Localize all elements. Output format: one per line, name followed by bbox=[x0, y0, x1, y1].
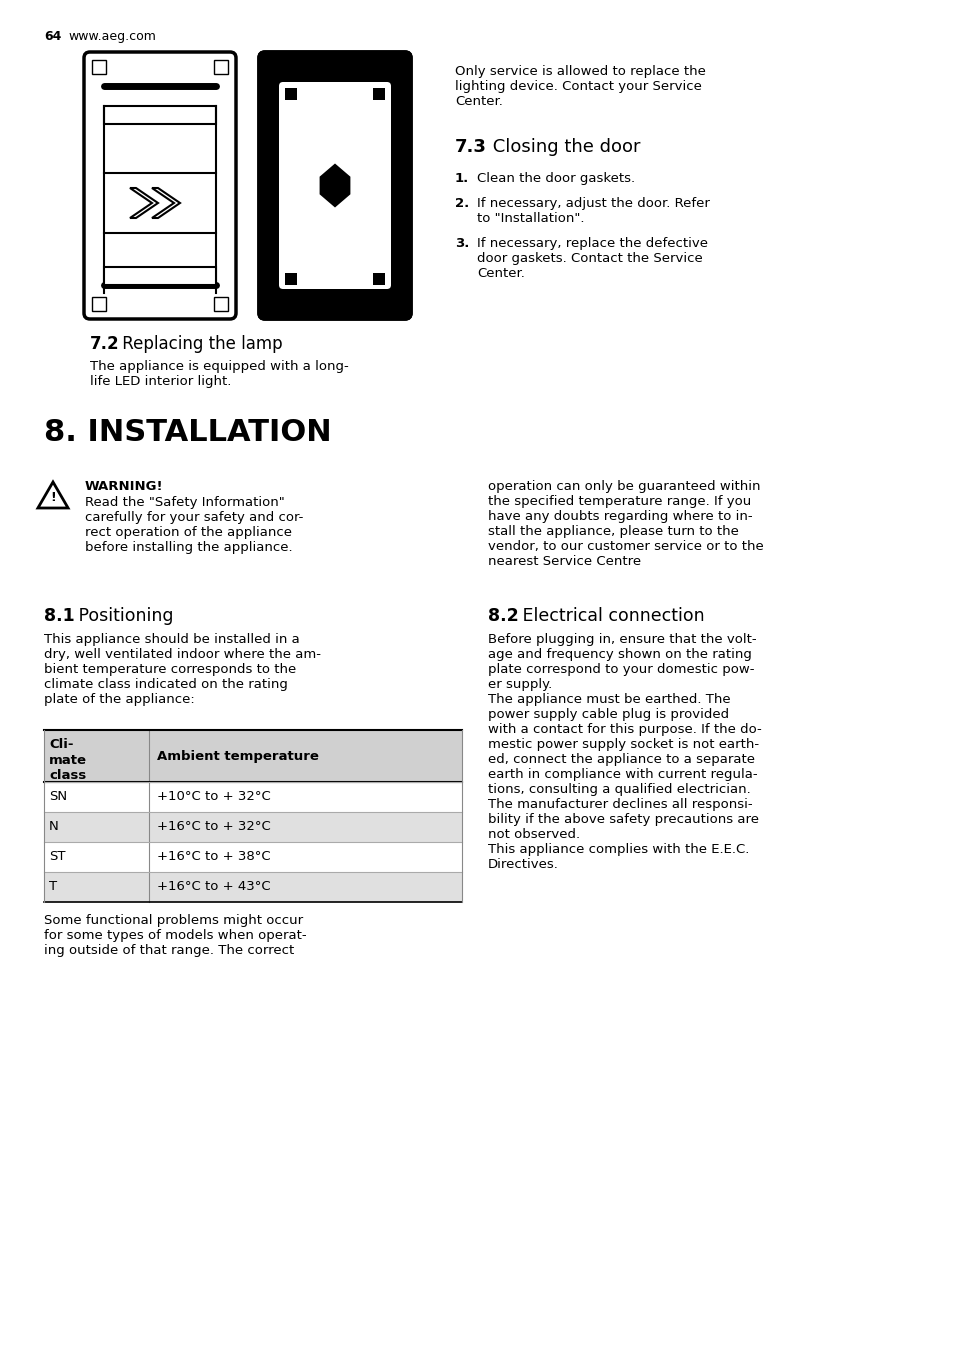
Text: 64: 64 bbox=[44, 30, 61, 43]
Text: bient temperature corresponds to the: bient temperature corresponds to the bbox=[44, 662, 296, 676]
Text: life LED interior light.: life LED interior light. bbox=[90, 375, 232, 388]
Text: Before plugging in, ensure that the volt-: Before plugging in, ensure that the volt… bbox=[488, 633, 756, 646]
Text: 8.2: 8.2 bbox=[488, 607, 518, 625]
Text: Closing the door: Closing the door bbox=[486, 138, 639, 155]
Text: tions, consulting a qualified electrician.: tions, consulting a qualified electricia… bbox=[488, 783, 750, 796]
FancyBboxPatch shape bbox=[285, 88, 296, 100]
Text: er supply.: er supply. bbox=[488, 677, 552, 691]
FancyBboxPatch shape bbox=[373, 273, 385, 285]
Text: This appliance complies with the E.E.C.: This appliance complies with the E.E.C. bbox=[488, 844, 749, 856]
Text: carefully for your safety and cor-: carefully for your safety and cor- bbox=[85, 511, 303, 525]
Text: for some types of models when operat-: for some types of models when operat- bbox=[44, 929, 306, 942]
Text: Directives.: Directives. bbox=[488, 859, 558, 871]
Text: WARNING!: WARNING! bbox=[85, 480, 164, 493]
Text: stall the appliance, please turn to the: stall the appliance, please turn to the bbox=[488, 525, 739, 538]
FancyBboxPatch shape bbox=[104, 105, 215, 124]
Text: climate class indicated on the rating: climate class indicated on the rating bbox=[44, 677, 288, 691]
Text: dry, well ventilated indoor where the am-: dry, well ventilated indoor where the am… bbox=[44, 648, 320, 661]
Text: Read the "Safety Information": Read the "Safety Information" bbox=[85, 496, 284, 508]
Text: If necessary, adjust the door. Refer: If necessary, adjust the door. Refer bbox=[476, 197, 709, 210]
Text: T: T bbox=[49, 880, 57, 894]
Text: 8. INSTALLATION: 8. INSTALLATION bbox=[44, 418, 332, 448]
Text: plate of the appliance:: plate of the appliance: bbox=[44, 694, 194, 706]
Text: ST: ST bbox=[49, 850, 66, 863]
Text: +16°C to + 38°C: +16°C to + 38°C bbox=[157, 850, 271, 863]
Text: If necessary, replace the defective: If necessary, replace the defective bbox=[476, 237, 707, 250]
Text: www.aeg.com: www.aeg.com bbox=[68, 30, 155, 43]
Text: +10°C to + 32°C: +10°C to + 32°C bbox=[157, 790, 271, 803]
Text: before installing the appliance.: before installing the appliance. bbox=[85, 541, 293, 554]
Text: bility if the above safety precautions are: bility if the above safety precautions a… bbox=[488, 813, 759, 826]
Text: The appliance is equipped with a long-: The appliance is equipped with a long- bbox=[90, 360, 349, 373]
Text: !: ! bbox=[51, 491, 56, 503]
Text: SN: SN bbox=[49, 790, 67, 803]
FancyBboxPatch shape bbox=[373, 88, 385, 100]
Text: door gaskets. Contact the Service: door gaskets. Contact the Service bbox=[476, 251, 702, 265]
Text: not observed.: not observed. bbox=[488, 827, 579, 841]
Text: 7.2: 7.2 bbox=[90, 335, 119, 353]
Text: N: N bbox=[49, 821, 59, 833]
Text: earth in compliance with current regula-: earth in compliance with current regula- bbox=[488, 768, 757, 781]
FancyBboxPatch shape bbox=[213, 297, 228, 311]
Text: operation can only be guaranteed within: operation can only be guaranteed within bbox=[488, 480, 760, 493]
FancyBboxPatch shape bbox=[91, 297, 106, 311]
Text: Positioning: Positioning bbox=[73, 607, 173, 625]
Text: The appliance must be earthed. The: The appliance must be earthed. The bbox=[488, 694, 730, 706]
Text: Electrical connection: Electrical connection bbox=[517, 607, 704, 625]
Text: to "Installation".: to "Installation". bbox=[476, 212, 584, 224]
Text: vendor, to our customer service or to the: vendor, to our customer service or to th… bbox=[488, 539, 763, 553]
Text: mestic power supply socket is not earth-: mestic power supply socket is not earth- bbox=[488, 738, 759, 750]
Text: 8.1: 8.1 bbox=[44, 607, 74, 625]
Text: lighting device. Contact your Service: lighting device. Contact your Service bbox=[455, 80, 701, 93]
Text: 3.: 3. bbox=[455, 237, 469, 250]
Text: Cli-
mate
class: Cli- mate class bbox=[49, 738, 87, 781]
Text: Center.: Center. bbox=[476, 266, 524, 280]
FancyBboxPatch shape bbox=[44, 872, 461, 902]
Text: Only service is allowed to replace the: Only service is allowed to replace the bbox=[455, 65, 705, 78]
Text: +16°C to + 43°C: +16°C to + 43°C bbox=[157, 880, 271, 894]
Text: Ambient temperature: Ambient temperature bbox=[157, 750, 318, 763]
FancyBboxPatch shape bbox=[84, 51, 235, 319]
Text: 7.3: 7.3 bbox=[455, 138, 486, 155]
FancyBboxPatch shape bbox=[278, 82, 391, 289]
Text: Some functional problems might occur: Some functional problems might occur bbox=[44, 914, 303, 927]
Text: ed, connect the appliance to a separate: ed, connect the appliance to a separate bbox=[488, 753, 754, 767]
Text: plate correspond to your domestic pow-: plate correspond to your domestic pow- bbox=[488, 662, 754, 676]
Text: The manufacturer declines all responsi-: The manufacturer declines all responsi- bbox=[488, 798, 752, 811]
Text: +16°C to + 32°C: +16°C to + 32°C bbox=[157, 821, 271, 833]
Text: power supply cable plug is provided: power supply cable plug is provided bbox=[488, 708, 728, 721]
Text: Clean the door gaskets.: Clean the door gaskets. bbox=[476, 172, 635, 185]
FancyBboxPatch shape bbox=[104, 266, 215, 285]
FancyBboxPatch shape bbox=[44, 730, 461, 781]
Text: nearest Service Centre: nearest Service Centre bbox=[488, 556, 640, 568]
FancyBboxPatch shape bbox=[258, 51, 411, 319]
Text: have any doubts regarding where to in-: have any doubts regarding where to in- bbox=[488, 510, 752, 523]
Text: This appliance should be installed in a: This appliance should be installed in a bbox=[44, 633, 299, 646]
Text: 1.: 1. bbox=[455, 172, 469, 185]
FancyBboxPatch shape bbox=[91, 59, 106, 74]
Text: age and frequency shown on the rating: age and frequency shown on the rating bbox=[488, 648, 751, 661]
FancyBboxPatch shape bbox=[285, 273, 296, 285]
Polygon shape bbox=[319, 164, 350, 207]
Text: Replacing the lamp: Replacing the lamp bbox=[117, 335, 282, 353]
Text: rect operation of the appliance: rect operation of the appliance bbox=[85, 526, 292, 539]
Text: the specified temperature range. If you: the specified temperature range. If you bbox=[488, 495, 750, 508]
FancyBboxPatch shape bbox=[44, 813, 461, 842]
Text: with a contact for this purpose. If the do-: with a contact for this purpose. If the … bbox=[488, 723, 760, 735]
Text: ing outside of that range. The correct: ing outside of that range. The correct bbox=[44, 944, 294, 957]
Text: 2.: 2. bbox=[455, 197, 469, 210]
FancyBboxPatch shape bbox=[213, 59, 228, 74]
Text: Center.: Center. bbox=[455, 95, 502, 108]
